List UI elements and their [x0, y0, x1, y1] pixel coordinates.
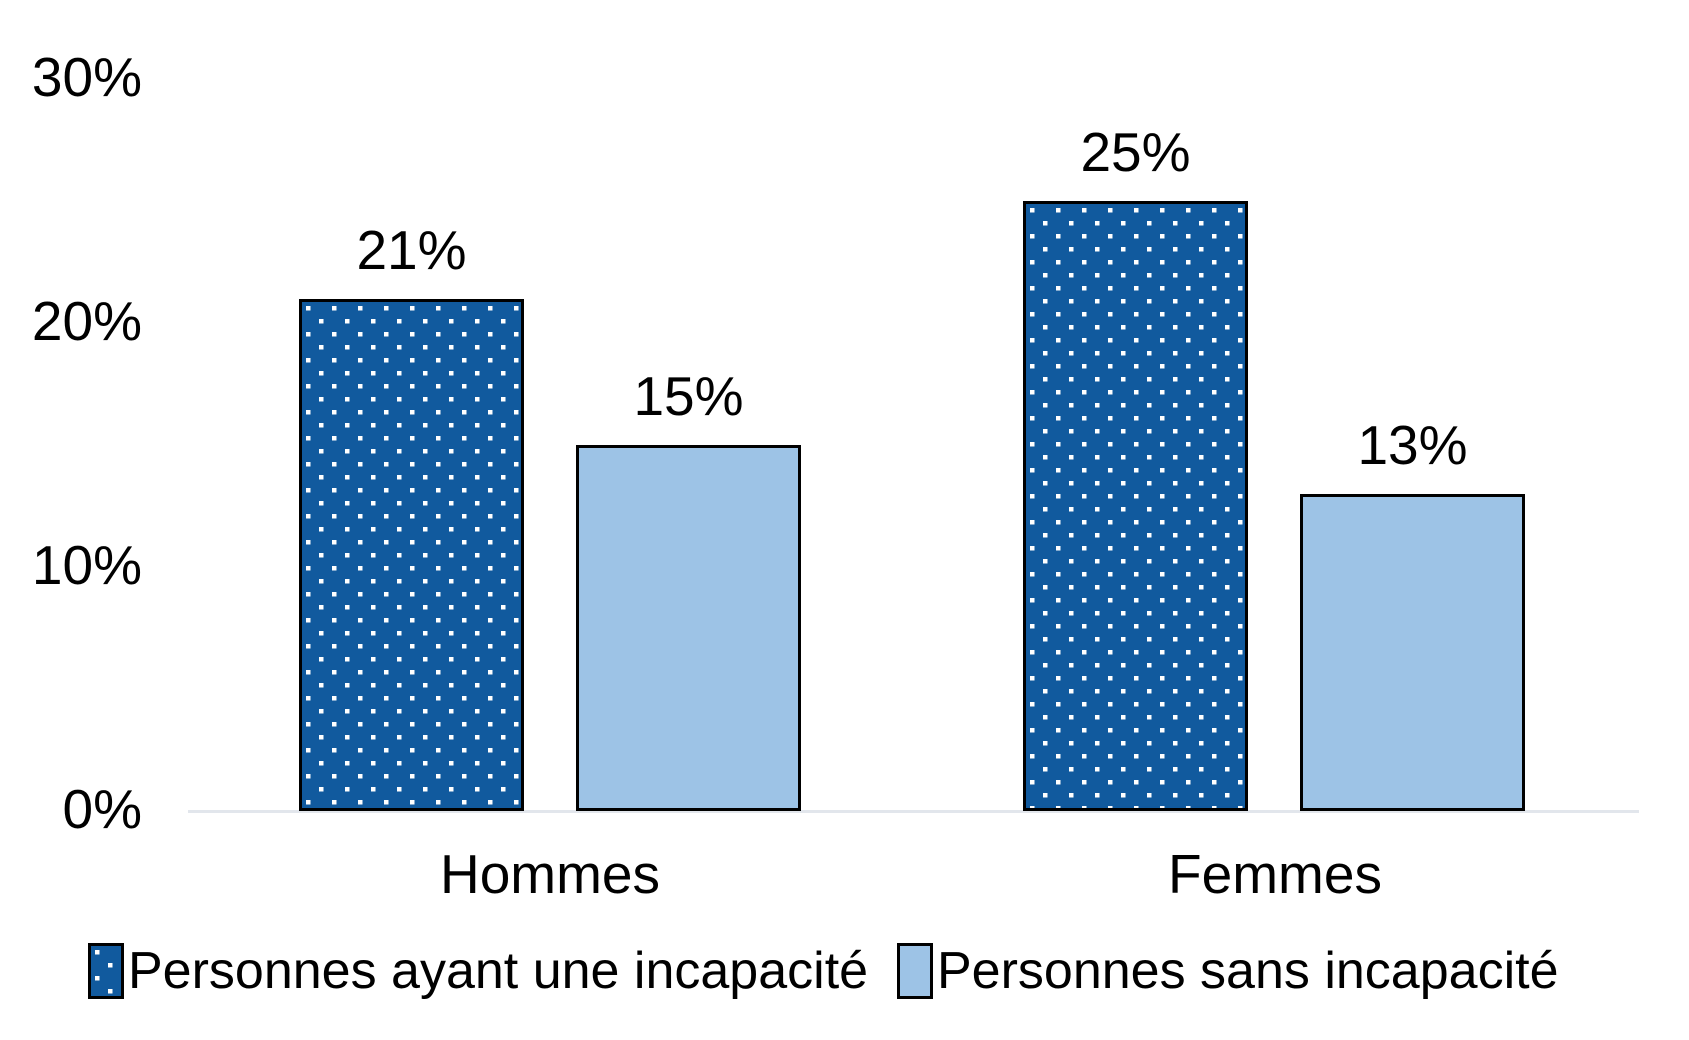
legend-swatch-dotted-icon [88, 943, 124, 999]
bar-femmes-ayant-incapacite [1023, 201, 1248, 811]
x-axis-category-label-femmes: Femmes [1168, 843, 1382, 905]
bar-femmes-sans-incapacite [1300, 494, 1525, 811]
y-axis-tick-label: 20% [31, 290, 142, 352]
bar-value-label-hommes-sans-incapacite: 15% [633, 365, 744, 427]
legend-label: Personnes sans incapacité [937, 942, 1559, 1000]
bar-value-label-hommes-ayant-incapacite: 21% [356, 219, 467, 281]
bar-hommes-sans-incapacite [576, 445, 801, 811]
bar-value-label-femmes-sans-incapacite: 13% [1357, 414, 1468, 476]
legend: Personnes ayant une incapacité Personnes… [0, 940, 1689, 1006]
x-axis-category-label-hommes: Hommes [439, 843, 661, 905]
legend-item-sans-incapacite: Personnes sans incapacité [897, 940, 1559, 1002]
bar-hommes-ayant-incapacite [299, 299, 524, 811]
bar-value-label-femmes-ayant-incapacite: 25% [1080, 121, 1191, 183]
legend-label: Personnes ayant une incapacité [128, 942, 869, 1000]
y-axis-tick-label: 0% [62, 778, 143, 840]
legend-item-ayant-incapacite: Personnes ayant une incapacité [88, 940, 868, 1002]
y-axis-tick-label: 30% [31, 46, 142, 108]
legend-swatch-solid-icon [897, 943, 933, 999]
y-axis-tick-label: 10% [31, 534, 142, 596]
x-axis-line [188, 810, 1639, 813]
